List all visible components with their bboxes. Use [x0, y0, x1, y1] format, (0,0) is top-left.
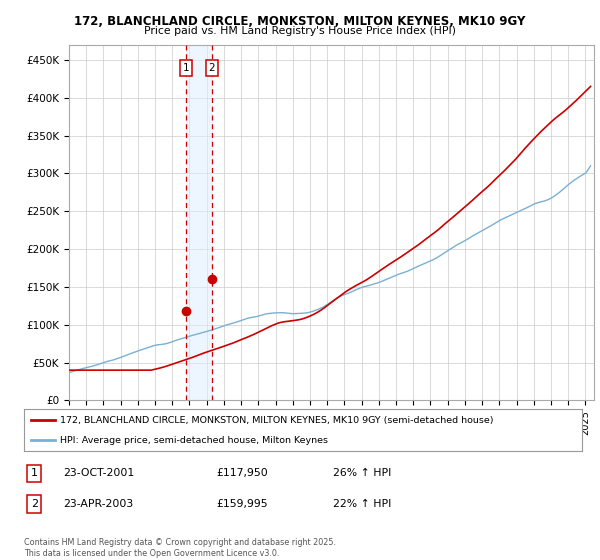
Text: Contains HM Land Registry data © Crown copyright and database right 2025.
This d: Contains HM Land Registry data © Crown c… — [24, 538, 336, 558]
Text: 22% ↑ HPI: 22% ↑ HPI — [333, 499, 391, 509]
Text: 2: 2 — [31, 499, 38, 509]
Text: 2: 2 — [209, 63, 215, 73]
Text: 26% ↑ HPI: 26% ↑ HPI — [333, 468, 391, 478]
Text: Price paid vs. HM Land Registry's House Price Index (HPI): Price paid vs. HM Land Registry's House … — [144, 26, 456, 36]
Text: 1: 1 — [31, 468, 38, 478]
Text: 23-OCT-2001: 23-OCT-2001 — [63, 468, 134, 478]
Text: 172, BLANCHLAND CIRCLE, MONKSTON, MILTON KEYNES, MK10 9GY: 172, BLANCHLAND CIRCLE, MONKSTON, MILTON… — [74, 15, 526, 27]
Text: HPI: Average price, semi-detached house, Milton Keynes: HPI: Average price, semi-detached house,… — [60, 436, 328, 445]
Text: 172, BLANCHLAND CIRCLE, MONKSTON, MILTON KEYNES, MK10 9GY (semi-detached house): 172, BLANCHLAND CIRCLE, MONKSTON, MILTON… — [60, 416, 494, 424]
Text: £159,995: £159,995 — [216, 499, 268, 509]
Text: £117,950: £117,950 — [216, 468, 268, 478]
Text: 1: 1 — [183, 63, 190, 73]
Text: 23-APR-2003: 23-APR-2003 — [63, 499, 133, 509]
